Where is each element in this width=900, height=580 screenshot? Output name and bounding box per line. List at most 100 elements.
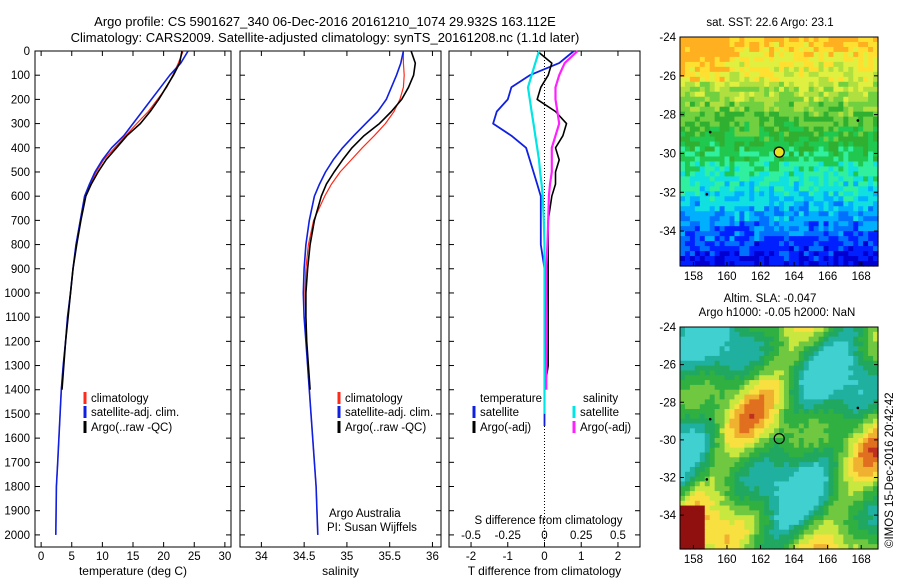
map-cell [818, 409, 825, 415]
map-cell [783, 176, 790, 182]
map-cell [863, 327, 869, 333]
map-cell [704, 141, 711, 148]
map-cell [818, 520, 825, 526]
map-cell [774, 442, 780, 449]
map-cell [769, 86, 775, 93]
map-cell [739, 106, 745, 113]
map-cell [858, 131, 864, 138]
map-cell [868, 41, 874, 48]
map-cell [863, 111, 869, 118]
map-cell [833, 136, 839, 143]
map-cell [783, 241, 790, 247]
map-cell [709, 91, 716, 98]
map-cell [734, 136, 740, 143]
map-cell [759, 171, 765, 177]
map-cell [873, 196, 879, 202]
map-cell [823, 41, 830, 48]
map-cell [828, 96, 835, 103]
map-cell [739, 256, 745, 262]
map-cell [689, 539, 696, 545]
map-cell [714, 256, 721, 262]
map-cell [684, 221, 691, 227]
map-cell [774, 495, 780, 502]
map-cell [764, 171, 770, 177]
map-cell [873, 524, 879, 531]
map-cell [838, 404, 844, 410]
map-cell [838, 360, 844, 367]
map-cell [699, 384, 706, 391]
map-cell [793, 418, 800, 425]
map-cell [744, 404, 750, 410]
map-cell [808, 196, 815, 202]
map-cell [724, 346, 731, 352]
map-cell [833, 46, 839, 53]
map-cell [764, 91, 770, 98]
map-cell [848, 156, 854, 163]
map-cell [709, 236, 716, 242]
map-cell [838, 510, 844, 516]
map-cell [754, 529, 760, 536]
map-cell [729, 544, 736, 550]
map-cell [764, 539, 770, 545]
map-cell [823, 216, 830, 222]
map-cell [808, 447, 815, 454]
map-cell [818, 261, 825, 267]
map-cell [684, 131, 691, 138]
legend-label-satellite: satellite-adj. clim. [345, 407, 433, 419]
map-cell [759, 544, 765, 550]
map-cell [680, 201, 686, 207]
map-cell [788, 76, 795, 83]
x-tick-label: 15 [127, 551, 140, 563]
map-cell [689, 141, 696, 148]
map-cell [838, 423, 844, 429]
map-cell [843, 380, 849, 386]
map-cell [803, 91, 810, 98]
x-tick-label: 30 [218, 551, 231, 563]
map-cell [719, 471, 726, 478]
map-cell [734, 481, 740, 487]
map-cell [838, 236, 844, 242]
map-cell [853, 37, 859, 43]
map-cell [699, 51, 706, 58]
map-cell [739, 539, 745, 545]
map-cell [684, 101, 691, 108]
map-cell [769, 191, 775, 197]
map-cell [783, 544, 790, 550]
map-cell [868, 510, 874, 516]
map-cell [744, 96, 750, 103]
map-cell [764, 327, 770, 333]
map-cell [769, 161, 775, 168]
map-cell [719, 476, 726, 483]
map-cell [818, 211, 825, 217]
map-cell [734, 81, 740, 88]
map-cell [818, 505, 825, 511]
map-cell [774, 529, 780, 536]
map-cell [754, 471, 760, 478]
map-cell [684, 331, 691, 338]
map-cell [833, 380, 839, 386]
map-cell [769, 166, 775, 173]
map-cell [754, 327, 760, 333]
map-cell [739, 495, 745, 502]
map-cell [853, 380, 859, 386]
map-cell [853, 181, 859, 187]
map-cell [863, 491, 869, 497]
map-cell [833, 56, 839, 63]
map-cell [764, 86, 770, 93]
map-cell [734, 524, 740, 531]
map-cell [848, 131, 854, 138]
map-cell [719, 418, 726, 425]
map-cell [873, 136, 879, 143]
map-cell [709, 534, 716, 540]
map-cell [853, 161, 859, 168]
map-cell [808, 86, 815, 93]
map-cell [808, 211, 815, 217]
map-cell [779, 360, 785, 367]
map-cell [823, 466, 830, 473]
map-cell [823, 360, 830, 367]
map-cell [803, 505, 810, 511]
map-cell [684, 141, 691, 148]
map-cell [868, 196, 874, 202]
map-cell [739, 394, 745, 400]
map-cell [729, 447, 736, 454]
